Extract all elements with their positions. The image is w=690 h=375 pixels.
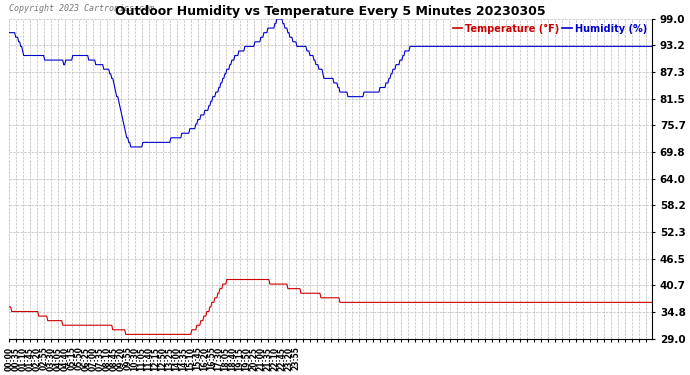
Legend: Temperature (°F), Humidity (%): Temperature (°F), Humidity (%) [448,20,651,38]
Title: Outdoor Humidity vs Temperature Every 5 Minutes 20230305: Outdoor Humidity vs Temperature Every 5 … [115,5,546,18]
Text: Copyright 2023 Cartronics.com: Copyright 2023 Cartronics.com [9,3,154,12]
